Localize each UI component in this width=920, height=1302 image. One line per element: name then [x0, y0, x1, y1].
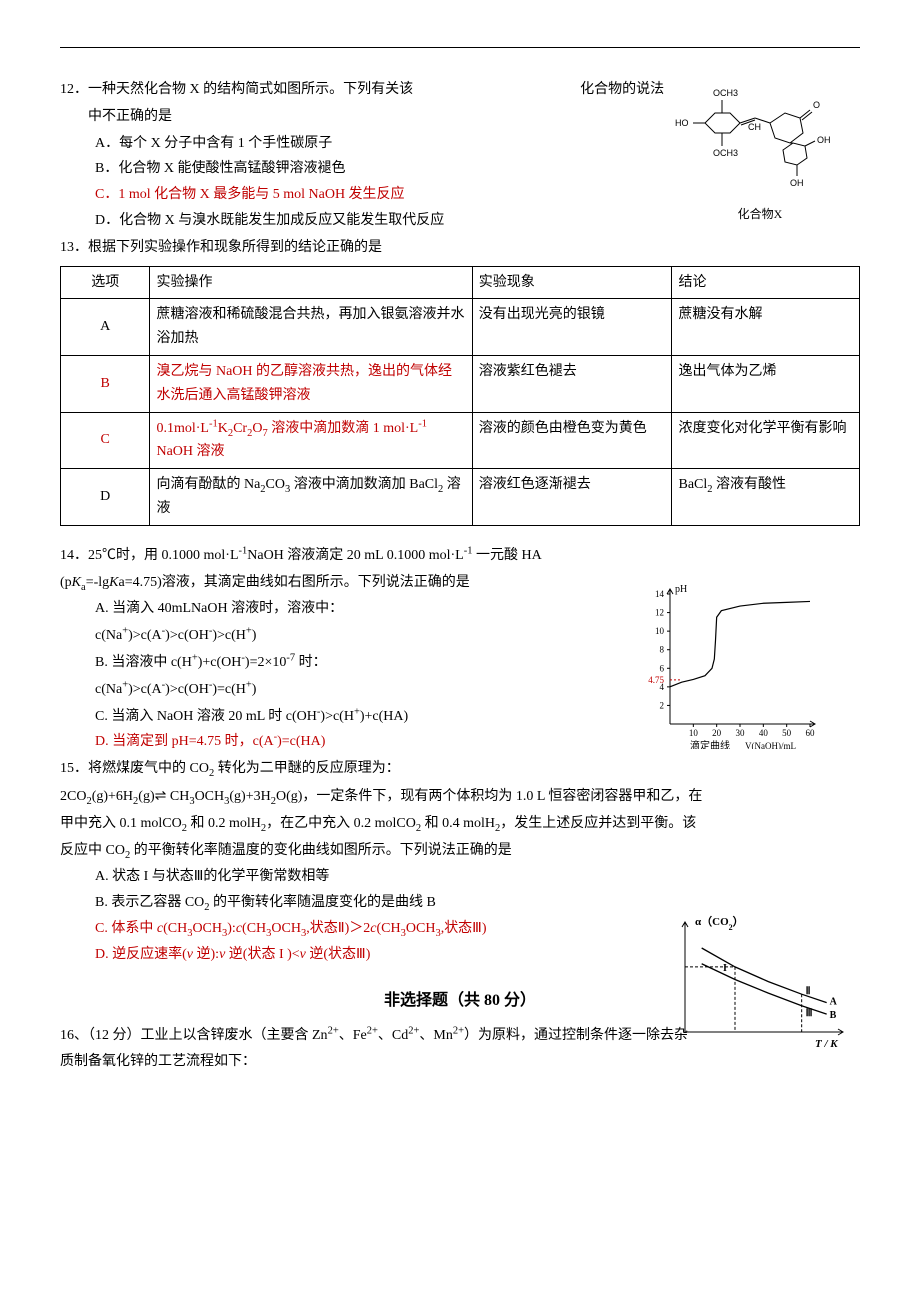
- table-row: 选项 实验操作 实验现象 结论: [61, 266, 860, 299]
- svg-text:6: 6: [660, 663, 665, 673]
- svg-text:60: 60: [806, 728, 816, 738]
- svg-text:α（CO2）: α（CO2）: [695, 915, 744, 932]
- q15-option-c: C. 体系中 c(CH3OCH3):c(CH3OCH3,状态Ⅱ)＞2c(CH3O…: [95, 917, 630, 941]
- table-row: C 0.1mol·L-1K2Cr2O7 溶液中滴加数滴 1 mol·L-1 Na…: [61, 412, 860, 469]
- svg-text:40: 40: [759, 728, 769, 738]
- q14-option-d: D. 当滴定到 pH=4.75 时，c(A-)=c(HA): [95, 730, 620, 754]
- svg-text:10: 10: [655, 626, 665, 636]
- q13-num: 13．: [60, 240, 88, 255]
- q15-option-b: B. 表示乙容器 CO2 的平衡转化率随温度变化的是曲线 B: [95, 891, 630, 915]
- svg-text:pH: pH: [675, 584, 687, 595]
- svg-text:V(NaOH)/mL: V(NaOH)/mL: [745, 741, 796, 749]
- question-13: 13．根据下列实验操作和现象所得到的结论正确的是 选项 实验操作 实验现象 结论…: [60, 236, 860, 526]
- q15-eq: 2CO2(g)+6H2(g)⇌ CH3OCH3(g)+3H2O(g)，一定条件下…: [60, 784, 860, 809]
- svg-text:A: A: [830, 997, 838, 1008]
- question-12: OCH3 HO OCH3 O OH OH CH 化合物X 12．一种天然化合物 …: [60, 78, 860, 233]
- q14-chart: 24681012141020304050604.75pH滴定曲线V(NaOH)/…: [630, 579, 830, 758]
- q14-option-b2: c(Na+)>c(A-)>c(OH-)=c(H+): [60, 678, 620, 702]
- q15-stem-1: 15．将燃煤废气中的 CO2 转化为二甲醚的反应原理为：: [60, 757, 860, 781]
- svg-text:I: I: [723, 963, 727, 974]
- q14-stem: 14．25℃时，用 0.1000 mol·L-1NaOH 溶液滴定 20 mL …: [60, 544, 860, 568]
- q12-label-ch: CH: [748, 122, 761, 132]
- q15-option-d: D. 逆反应速率(v 逆):v 逆(状态 I )<v 逆(状态Ⅲ): [95, 943, 630, 967]
- th-operation: 实验操作: [150, 266, 472, 299]
- q12-figure: OCH3 HO OCH3 O OH OH CH 化合物X: [670, 68, 850, 225]
- q12-label-ho: HO: [675, 118, 689, 128]
- q13-table: 选项 实验操作 实验现象 结论 A 蔗糖溶液和稀硫酸混合共热，再加入银氨溶液并水…: [60, 266, 860, 526]
- svg-text:12: 12: [655, 607, 664, 617]
- th-phenomenon: 实验现象: [472, 266, 672, 299]
- q12-label-oh2: OH: [790, 178, 804, 188]
- svg-text:10: 10: [689, 728, 699, 738]
- table-row: D 向滴有酚酞的 Na2CO3 溶液中滴加数滴加 BaCl2 溶液 溶液红色逐渐…: [61, 469, 860, 526]
- svg-text:T / K: T / K: [815, 1038, 838, 1050]
- q14-option-c: C. 当滴入 NaOH 溶液 20 mL 时 c(OH-)>c(H+)+c(HA…: [95, 705, 620, 729]
- table-row: A 蔗糖溶液和稀硫酸混合共热，再加入银氨溶液并水浴加热 没有出现光亮的银镜 蔗糖…: [61, 299, 860, 356]
- svg-text:Ⅱ: Ⅱ: [806, 986, 811, 997]
- svg-text:30: 30: [736, 728, 746, 738]
- svg-text:滴定曲线: 滴定曲线: [690, 739, 730, 749]
- svg-text:4.75: 4.75: [648, 675, 664, 685]
- q13-stem: 根据下列实验操作和现象所得到的结论正确的是: [88, 240, 382, 255]
- q15-chart: I Ⅱ Ⅲ ABα（CO2） T / K: [660, 907, 850, 1066]
- table-row: B 溴乙烷与 NaOH 的乙醇溶液共热，逸出的气体经水洗后通入高锰酸钾溶液 溶液…: [61, 355, 860, 412]
- q12-label-och3a: OCH3: [713, 88, 738, 98]
- q12-option-d: D．化合物 X 与溴水既能发生加成反应又能发生取代反应: [95, 209, 495, 233]
- q14-option-a1: A. 当滴入 40mLNaOH 溶液时，溶液中：: [95, 597, 620, 621]
- th-conclusion: 结论: [672, 266, 860, 299]
- q12-num: 12．: [60, 82, 88, 97]
- svg-text:2: 2: [660, 700, 665, 710]
- q12-label-oh1: OH: [817, 135, 831, 145]
- q13-c-op: 0.1mol·L-1K2Cr2O7 溶液中滴加数滴 1 mol·L-1 NaOH…: [150, 412, 472, 469]
- q14-option-b1: B. 当溶液中 c(H+)+c(OH-)=2×10-7 时：: [95, 651, 620, 675]
- svg-text:20: 20: [712, 728, 722, 738]
- question-15: 15．将燃煤废气中的 CO2 转化为二甲醚的反应原理为： 2CO2(g)+6H2…: [60, 757, 860, 966]
- svg-text:8: 8: [660, 644, 665, 654]
- q13-d-con: BaCl2 溶液有酸性: [672, 469, 860, 526]
- q12-label-o: O: [813, 100, 820, 110]
- svg-text:B: B: [830, 1010, 837, 1021]
- question-14: 14．25℃时，用 0.1000 mol·L-1NaOH 溶液滴定 20 mL …: [60, 544, 860, 754]
- svg-text:Ⅲ: Ⅲ: [806, 1008, 813, 1019]
- q15-option-a: A. 状态 I 与状态Ⅲ的化学平衡常数相等: [95, 865, 630, 889]
- q12-label-och3b: OCH3: [713, 148, 738, 158]
- q13-d-op: 向滴有酚酞的 Na2CO3 溶液中滴加数滴加 BaCl2 溶液: [150, 469, 472, 526]
- svg-text:50: 50: [782, 728, 792, 738]
- q12-caption: 化合物X: [670, 204, 850, 224]
- th-option: 选项: [61, 266, 150, 299]
- q14-option-a2: c(Na+)>c(A-)>c(OH-)>c(H+): [60, 624, 620, 648]
- svg-text:14: 14: [655, 589, 665, 599]
